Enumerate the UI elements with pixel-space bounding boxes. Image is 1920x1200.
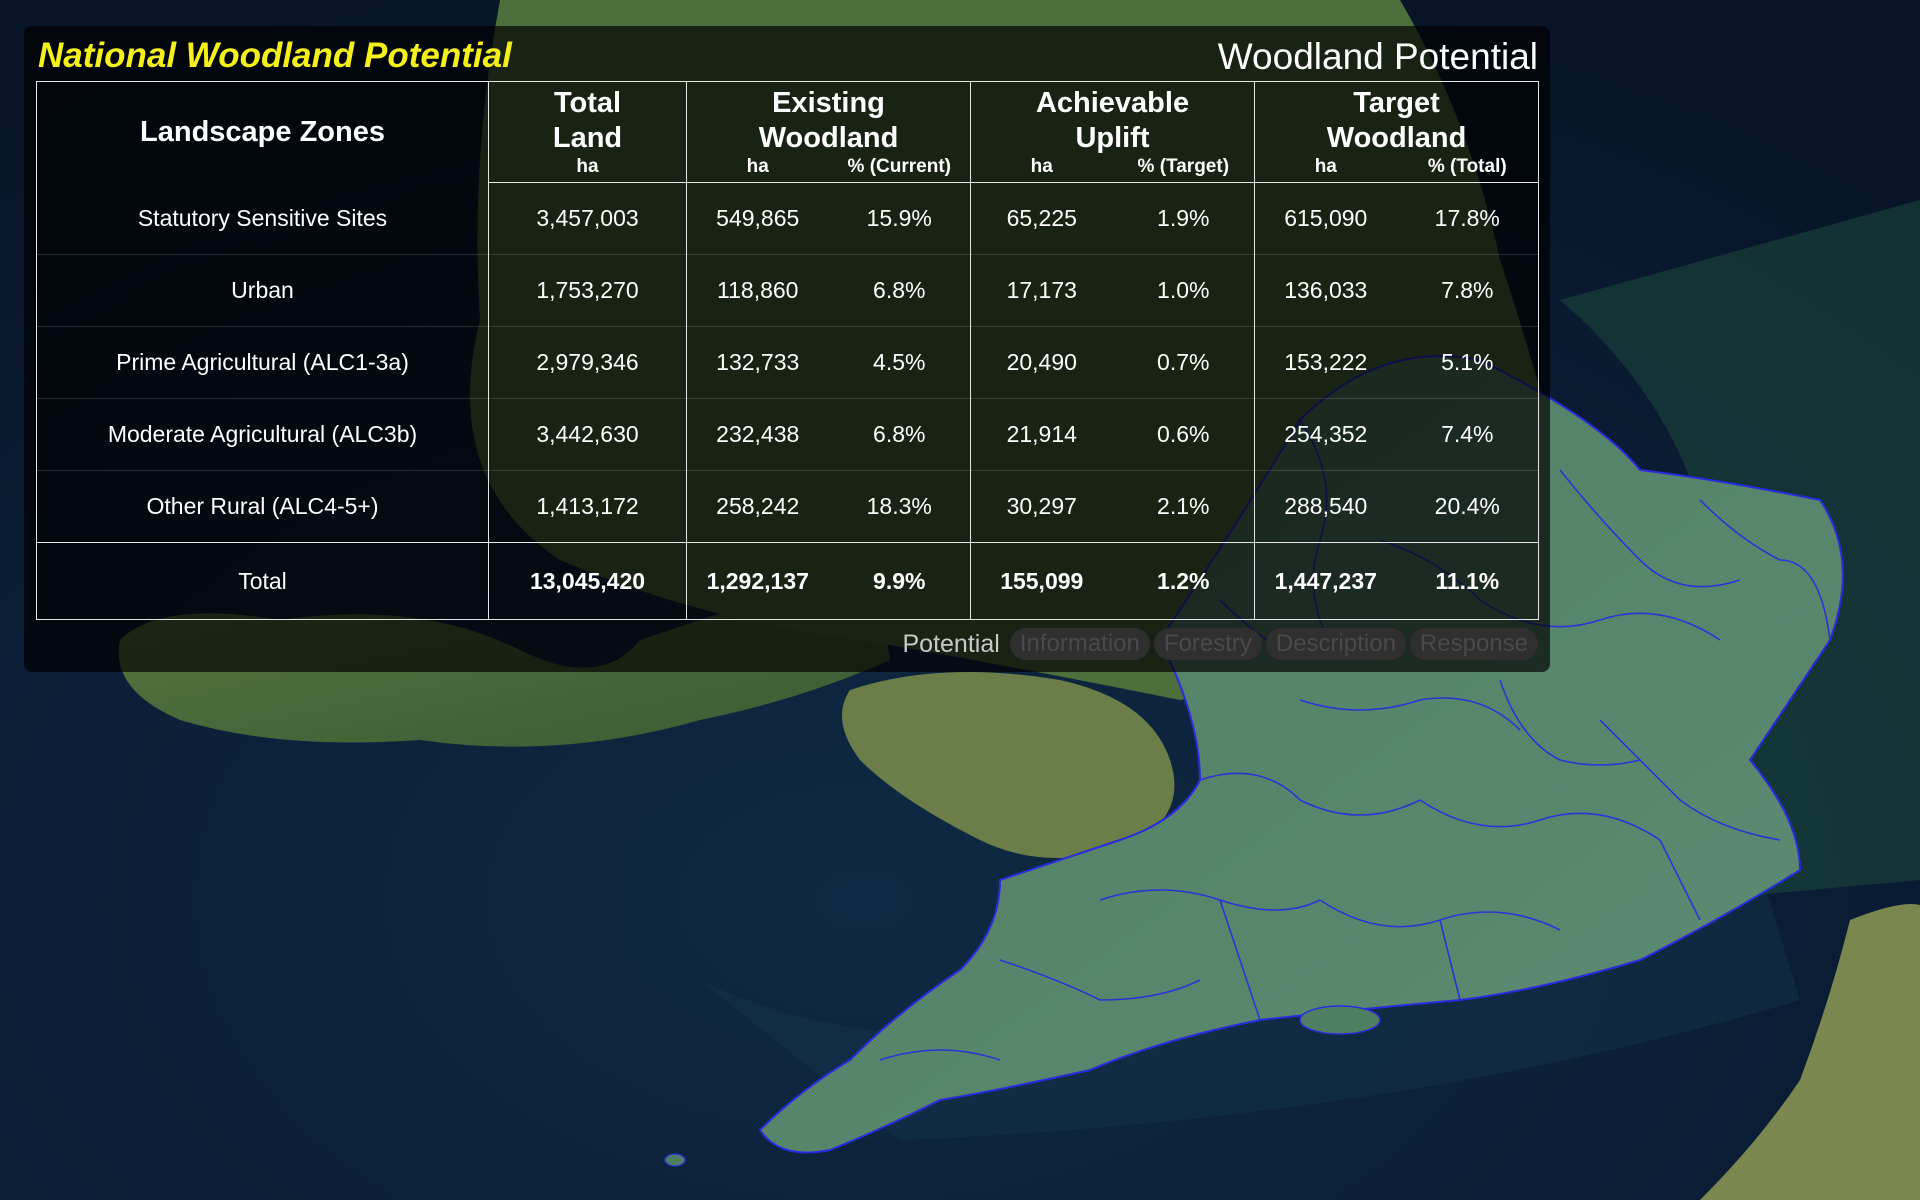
total-label: Total bbox=[36, 542, 489, 620]
table-cell: 7.4% bbox=[1396, 398, 1540, 471]
table-cell: 1,413,172 bbox=[488, 470, 687, 543]
table-cell: 18.3% bbox=[828, 470, 972, 543]
unit-label: ha bbox=[1254, 156, 1397, 183]
column-header-achievable-uplift: Achievable Uplift bbox=[970, 81, 1256, 156]
island bbox=[664, 1153, 686, 1167]
table-cell: 30,297 bbox=[970, 470, 1113, 543]
table-cell: 3,442,630 bbox=[488, 398, 687, 471]
total-cell: 1.2% bbox=[1112, 542, 1256, 620]
table-cell: 20.4% bbox=[1396, 470, 1540, 543]
table-row: Statutory Sensitive Sites 3,457,003 549,… bbox=[36, 182, 1540, 255]
panel-subtitle: Woodland Potential bbox=[1217, 36, 1538, 77]
panel-tabs: Potential Information Forestry Descripti… bbox=[897, 628, 1538, 660]
column-header-target-woodland: Target Woodland bbox=[1254, 81, 1540, 156]
table-cell: 254,352 bbox=[1254, 398, 1397, 471]
table-cell: 288,540 bbox=[1254, 470, 1397, 543]
unit-label: ha bbox=[970, 156, 1113, 183]
france-coastline bbox=[1700, 904, 1920, 1200]
table-row: Urban 1,753,270 118,860 6.8% 17,173 1.0%… bbox=[36, 254, 1540, 327]
wales-landmass bbox=[842, 672, 1175, 858]
total-cell: 155,099 bbox=[970, 542, 1113, 620]
table-cell: 549,865 bbox=[686, 182, 829, 255]
table-cell: 232,438 bbox=[686, 398, 829, 471]
unit-label: ha bbox=[488, 156, 687, 183]
table-cell: 17.8% bbox=[1396, 182, 1540, 255]
table-cell: 0.6% bbox=[1112, 398, 1256, 471]
zone-name: Statutory Sensitive Sites bbox=[36, 182, 489, 255]
table-cell: 2,979,346 bbox=[488, 326, 687, 399]
table-cell: 1.0% bbox=[1112, 254, 1256, 327]
total-cell: 9.9% bbox=[828, 542, 972, 620]
unit-label: ha bbox=[686, 156, 829, 183]
table-cell: 5.1% bbox=[1396, 326, 1540, 399]
table-cell: 21,914 bbox=[970, 398, 1113, 471]
zone-name: Prime Agricultural (ALC1-3a) bbox=[36, 326, 489, 399]
total-cell: 13,045,420 bbox=[488, 542, 687, 620]
table-cell: 4.5% bbox=[828, 326, 972, 399]
column-header-total-land: Total Land bbox=[488, 81, 687, 156]
table-cell: 6.8% bbox=[828, 398, 972, 471]
woodland-table: Landscape Zones Total Land Existing Woodla… bbox=[36, 81, 1540, 620]
table-cell: 65,225 bbox=[970, 182, 1113, 255]
table-cell: 3,457,003 bbox=[488, 182, 687, 255]
zone-name: Moderate Agricultural (ALC3b) bbox=[36, 398, 489, 471]
table-cell: 1.9% bbox=[1112, 182, 1256, 255]
table-row: Moderate Agricultural (ALC3b) 3,442,630 … bbox=[36, 398, 1540, 471]
table-cell: 6.8% bbox=[828, 254, 972, 327]
table-cell: 20,490 bbox=[970, 326, 1113, 399]
panel-title: National Woodland Potential bbox=[38, 36, 512, 75]
total-cell: 1,447,237 bbox=[1254, 542, 1397, 620]
table-cell: 136,033 bbox=[1254, 254, 1397, 327]
tab-potential[interactable]: Potential bbox=[902, 630, 1000, 658]
statistics-panel: National Woodland Potential Woodland Pot… bbox=[24, 26, 1550, 672]
table-cell: 132,733 bbox=[686, 326, 829, 399]
total-row: Total 13,045,420 1,292,137 9.9% 155,099 … bbox=[36, 542, 1540, 620]
table-cell: 153,222 bbox=[1254, 326, 1397, 399]
unit-label: % (Total) bbox=[1396, 156, 1540, 183]
total-cell: 11.1% bbox=[1396, 542, 1540, 620]
table-cell: 0.7% bbox=[1112, 326, 1256, 399]
table-row: Prime Agricultural (ALC1-3a) 2,979,346 1… bbox=[36, 326, 1540, 399]
table-row: Other Rural (ALC4-5+) 1,413,172 258,242 … bbox=[36, 470, 1540, 543]
zone-column-header: Landscape Zones bbox=[36, 81, 489, 183]
table-cell: 1,753,270 bbox=[488, 254, 687, 327]
table-cell: 2.1% bbox=[1112, 470, 1256, 543]
table-cell: 258,242 bbox=[686, 470, 829, 543]
column-header-existing-woodland: Existing Woodland bbox=[686, 81, 972, 156]
table-cell: 118,860 bbox=[686, 254, 829, 327]
table-cell: 615,090 bbox=[1254, 182, 1397, 255]
tab-description[interactable]: Description bbox=[1265, 628, 1406, 660]
table-cell: 15.9% bbox=[828, 182, 972, 255]
unit-label: % (Current) bbox=[828, 156, 972, 183]
unit-label: % (Target) bbox=[1112, 156, 1256, 183]
zone-name: Urban bbox=[36, 254, 489, 327]
table-cell: 7.8% bbox=[1396, 254, 1540, 327]
tab-response[interactable]: Response bbox=[1409, 628, 1538, 660]
england-region-area bbox=[758, 355, 1844, 1154]
zone-name: Other Rural (ALC4-5+) bbox=[36, 470, 489, 543]
island bbox=[1299, 1005, 1381, 1035]
table-cell: 17,173 bbox=[970, 254, 1113, 327]
tab-forestry[interactable]: Forestry bbox=[1153, 628, 1262, 660]
total-cell: 1,292,137 bbox=[686, 542, 829, 620]
tab-information[interactable]: Information bbox=[1009, 628, 1150, 660]
